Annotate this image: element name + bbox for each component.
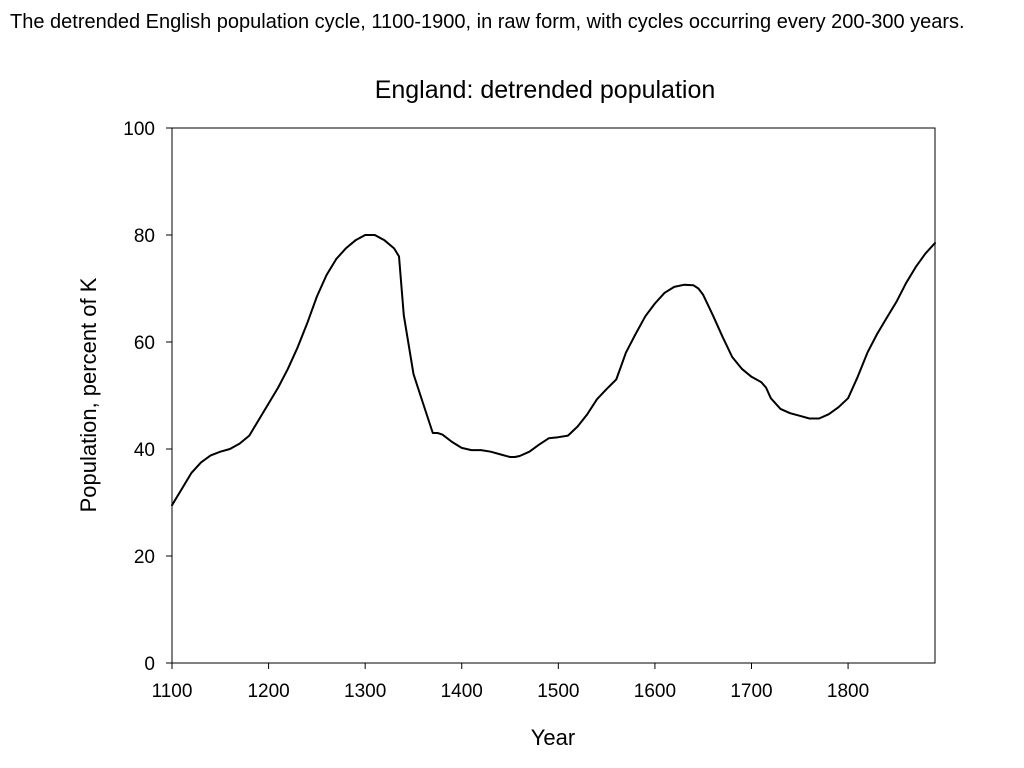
x-tick-label: 1700	[730, 681, 772, 702]
y-axis-label: Population, percent of K	[76, 277, 101, 512]
x-tick-label: 1200	[247, 681, 289, 702]
y-axis-ticks: 0 20 40 60 80 100	[123, 119, 172, 675]
y-tick-label: 20	[134, 547, 155, 568]
x-tick-label: 1100	[152, 681, 193, 702]
y-tick-label: 60	[134, 333, 155, 354]
x-axis-label: Year	[531, 725, 575, 750]
chart-title: England: detrended population	[375, 76, 716, 104]
y-tick-label: 40	[134, 440, 155, 461]
x-tick-label: 1600	[634, 681, 676, 702]
slide-caption: The detrended English population cycle, …	[10, 11, 965, 33]
plot-frame	[171, 127, 936, 664]
x-axis-ticks: 1100 1200 1300 1400 1500 1600 1700 1800	[152, 663, 869, 702]
x-tick-label: 1400	[441, 681, 483, 702]
x-tick-label: 1500	[537, 681, 579, 702]
x-tick-label: 1800	[827, 681, 869, 702]
y-tick-label: 80	[134, 226, 155, 247]
y-tick-label: 100	[123, 119, 155, 140]
x-tick-label: 1300	[344, 681, 386, 702]
y-tick-label: 0	[144, 654, 155, 675]
population-series-line	[171, 234, 936, 507]
